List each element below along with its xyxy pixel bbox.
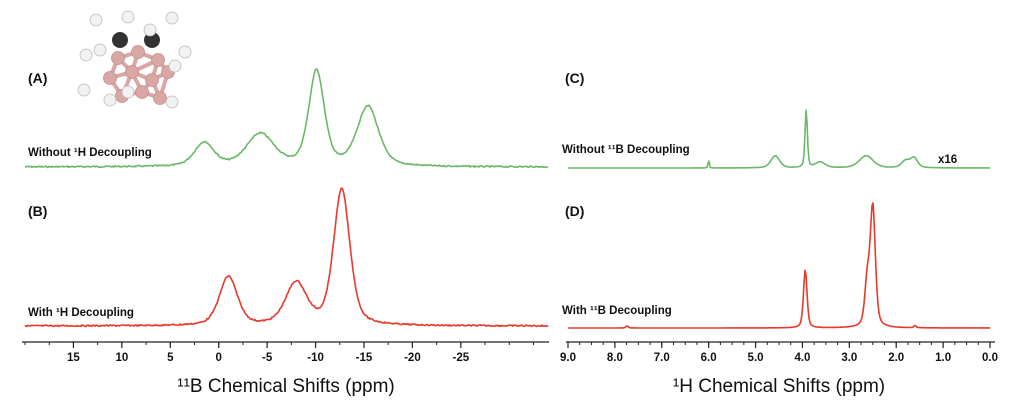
left-axis-tick-label: -15 <box>356 352 373 364</box>
boron-atom <box>125 65 139 79</box>
boron-atom <box>111 51 125 65</box>
spectrum-label-d: With ¹¹B Decoupling <box>562 305 672 317</box>
hydrogen-atom <box>168 59 182 73</box>
boron-atom <box>131 45 145 59</box>
right-axis-tick-label: 3.0 <box>841 352 857 364</box>
left-axis-tick-label: 10 <box>115 352 128 364</box>
left-axis-tick-label: -25 <box>453 352 470 364</box>
right-axis-tick-label: 9.0 <box>560 352 576 364</box>
hydrogen-atom <box>143 23 157 37</box>
left-axis-tick-label: -10 <box>307 352 324 364</box>
right-axis-tick-label: 2.0 <box>888 352 904 364</box>
left-axis-tick-label: -20 <box>404 352 421 364</box>
hydrogen-atom <box>103 93 117 107</box>
left-axis-tick-label: 0 <box>216 352 222 364</box>
boron-atom <box>153 91 167 105</box>
spectrum-label-a: Without ¹H Decoupling <box>28 147 152 159</box>
hydrogen-atom <box>178 45 192 59</box>
right-axis-tick-label: 0.0 <box>982 352 998 364</box>
spectrum-line-b <box>24 187 549 328</box>
panel-label-d: (D) <box>565 203 584 219</box>
right-axis-tick-label: 6.0 <box>701 352 717 364</box>
panel-label-c: (C) <box>565 70 584 86</box>
right-axis-tick-label: 8.0 <box>607 352 623 364</box>
panel-label-a: (A) <box>28 70 47 86</box>
carbon-atom <box>112 32 128 48</box>
spectrum-line-c <box>568 109 990 169</box>
right-axis-tick-label: 5.0 <box>748 352 764 364</box>
left-axis-title: ¹¹B Chemical Shifts (ppm) <box>177 376 395 397</box>
hydrogen-atom <box>93 43 107 57</box>
boron-atom <box>145 73 159 87</box>
right-axis-tick-label: 4.0 <box>794 352 810 364</box>
right-axis-tick-label: 7.0 <box>654 352 670 364</box>
spectrum-line-a <box>24 68 549 169</box>
hydrogen-atom <box>121 85 135 99</box>
right-axis-title: ¹H Chemical Shifts (ppm) <box>673 376 885 397</box>
left-axis-tick-label: -5 <box>262 352 273 364</box>
left-axis-tick-label: 15 <box>67 352 80 364</box>
left-axis-tick-label: 5 <box>167 352 174 364</box>
carborane-molecule-image <box>77 10 192 109</box>
panel-label-b: (B) <box>28 203 47 219</box>
hydrogen-atom <box>165 95 179 109</box>
hydrogen-atom <box>89 13 103 27</box>
hydrogen-atom <box>77 83 91 97</box>
spectrum-label-c: Without ¹¹B Decoupling <box>562 144 690 156</box>
hydrogen-atom <box>165 11 179 25</box>
boron-atom <box>151 53 165 67</box>
boron-atom <box>135 85 149 99</box>
hydrogen-atom <box>79 48 93 62</box>
scale-annotation: x16 <box>938 154 957 166</box>
right-axis-tick-label: 1.0 <box>935 352 951 364</box>
spectrum-label-b: With ¹H Decoupling <box>28 307 134 319</box>
spectrum-line-d <box>568 202 990 329</box>
boron-atom <box>103 71 117 85</box>
hydrogen-atom <box>121 10 135 24</box>
